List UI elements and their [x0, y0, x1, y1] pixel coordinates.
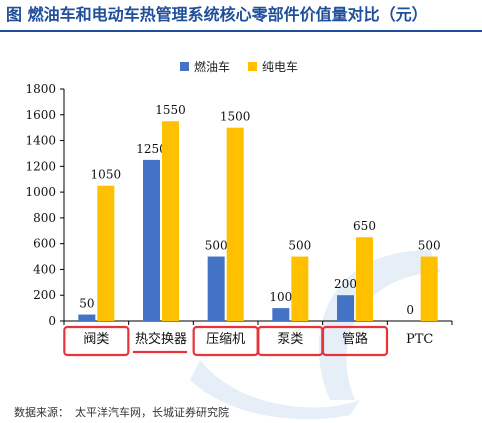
bar — [226, 127, 244, 322]
y-tick-label: 800 — [33, 211, 56, 225]
x-tick-label: 管路 — [342, 331, 368, 347]
data-label: 1250 — [136, 142, 167, 156]
bar — [420, 256, 438, 321]
data-label: 650 — [353, 219, 376, 233]
legend: 燃油车 纯电车 — [180, 58, 316, 74]
bar — [291, 256, 309, 321]
data-label: 1050 — [91, 168, 122, 182]
legend-swatch-fuel — [180, 61, 189, 71]
y-tick-label: 1200 — [25, 159, 56, 173]
legend-item-ev: 纯电车 — [248, 58, 298, 75]
legend-item-fuel: 燃油车 — [180, 58, 230, 75]
data-label: 0 — [406, 303, 414, 317]
y-tick-label: 200 — [33, 288, 56, 302]
bar — [337, 295, 354, 321]
y-tick-label: 1800 — [25, 82, 56, 96]
watermark-shape — [318, 250, 440, 400]
bar — [162, 121, 179, 321]
y-tick-label: 0 — [48, 314, 56, 328]
x-tick-label: 热交换器 — [135, 331, 187, 347]
y-tick-label: 1400 — [25, 134, 56, 148]
legend-label-fuel: 燃油车 — [194, 59, 231, 74]
data-label: 100 — [269, 290, 292, 304]
bar — [356, 237, 373, 321]
y-tick-label: 1600 — [25, 108, 56, 122]
x-tick-label: 阀类 — [83, 332, 109, 347]
highlight-box — [321, 325, 389, 357]
source-note: 数据来源： 太平洋汽车网，长城证券研究院 — [14, 404, 235, 420]
data-label: 1550 — [155, 103, 186, 117]
highlight-box — [63, 325, 130, 357]
watermark-shape — [190, 360, 360, 420]
bar — [272, 308, 290, 321]
data-label: 500 — [205, 239, 228, 253]
data-label: 1500 — [220, 110, 251, 124]
legend-label-ev: 纯电车 — [262, 59, 299, 74]
data-label: 200 — [334, 277, 357, 291]
legend-swatch-ev — [248, 61, 258, 71]
x-tick-label: 压缩机 — [206, 331, 245, 347]
bar — [97, 185, 115, 321]
data-label: 500 — [418, 239, 441, 253]
data-label: 50 — [79, 297, 94, 311]
data-label: 500 — [288, 239, 311, 253]
y-tick-label: 600 — [33, 237, 56, 251]
y-tick-label: 400 — [33, 262, 56, 276]
title-rule — [0, 30, 482, 32]
chart-title: 图 燃油车和电动车热管理系统核心零部件价值量对比（元） — [0, 0, 482, 30]
source-text: 太平洋汽车网，长城证券研究院 — [75, 406, 229, 419]
x-tick-label: 泵类 — [277, 332, 303, 347]
bar — [78, 314, 96, 321]
y-tick-label: 1000 — [25, 185, 56, 199]
source-label: 数据来源： — [14, 406, 69, 419]
bar — [207, 256, 225, 321]
bar — [143, 159, 160, 321]
x-tick-label: PTC — [406, 332, 433, 347]
